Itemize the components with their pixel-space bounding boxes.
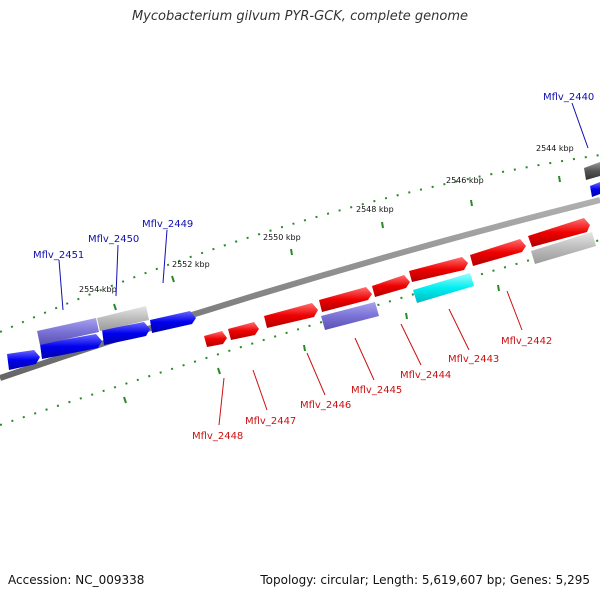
- gene-label-mflv-2449[interactable]: Mflv_2449: [142, 219, 193, 230]
- gene-block-lavender-left: [37, 318, 99, 345]
- gene-label-mflv-2448[interactable]: Mflv_2448: [192, 431, 243, 442]
- gene-block-gray-left: [97, 306, 149, 331]
- gene-arrow-2445: [319, 287, 372, 312]
- ruler-label: 2552 kbp: [172, 260, 210, 269]
- gene-arrow-2440: [584, 162, 600, 180]
- gene-arrow-2449: [150, 311, 196, 333]
- blue-callouts: [58, 102, 589, 311]
- gene-block-cyan: [413, 273, 474, 303]
- outer-major-ticks: [113, 175, 561, 311]
- gene-label-mflv-2440[interactable]: Mflv_2440: [543, 92, 594, 103]
- genome-stats-text: Topology: circular; Length: 5,619,607 bp…: [260, 573, 590, 587]
- gene-label-mflv-2450[interactable]: Mflv_2450: [88, 234, 139, 245]
- genome-title: Mycobacterium gilvum PYR-GCK, complete g…: [131, 9, 469, 24]
- gene-label-mflv-2443[interactable]: Mflv_2443: [448, 354, 499, 365]
- gene-block-lavender-mid: [321, 302, 379, 330]
- ruler-label: 2544 kbp: [536, 144, 574, 153]
- red-callouts: [218, 290, 523, 426]
- gene-arrow-blue-edge: [590, 182, 600, 197]
- outer-ruler-arc: [0, 154, 600, 333]
- ruler-label: 2550 kbp: [263, 233, 301, 242]
- gene-label-mflv-2442[interactable]: Mflv_2442: [501, 336, 552, 347]
- ruler-label: 2554 kbp: [79, 285, 117, 294]
- gene-label-mflv-2445[interactable]: Mflv_2445: [351, 385, 402, 396]
- gene-arrow-2442: [528, 218, 590, 247]
- gene-arrow-2444: [409, 257, 468, 282]
- gene-label-mflv-2444[interactable]: Mflv_2444: [400, 370, 451, 381]
- gene-arrow-2451: [40, 334, 102, 359]
- gene-arrow-2448: [204, 331, 227, 347]
- gene-arrow-2444b: [372, 275, 410, 297]
- ruler-label: 2548 kbp: [356, 205, 394, 214]
- gene-label-mflv-2451[interactable]: Mflv_2451: [33, 250, 84, 261]
- second-ring-genes: [37, 232, 596, 345]
- gene-label-mflv-2446[interactable]: Mflv_2446: [300, 400, 351, 411]
- gene-arrow-2443: [470, 239, 526, 266]
- gene-arrow-2447: [228, 322, 259, 340]
- gene-label-mflv-2447[interactable]: Mflv_2447: [245, 416, 296, 427]
- gene-block-gray-right: [531, 232, 596, 264]
- forward-gene-group: [7, 162, 600, 370]
- accession-text: Accession: NC_009338: [8, 573, 145, 587]
- gene-arrow-left: [7, 350, 40, 370]
- gene-arrow-2446: [264, 303, 318, 328]
- inner-major-ticks: [123, 284, 500, 404]
- ruler-label: 2546 kbp: [446, 176, 484, 185]
